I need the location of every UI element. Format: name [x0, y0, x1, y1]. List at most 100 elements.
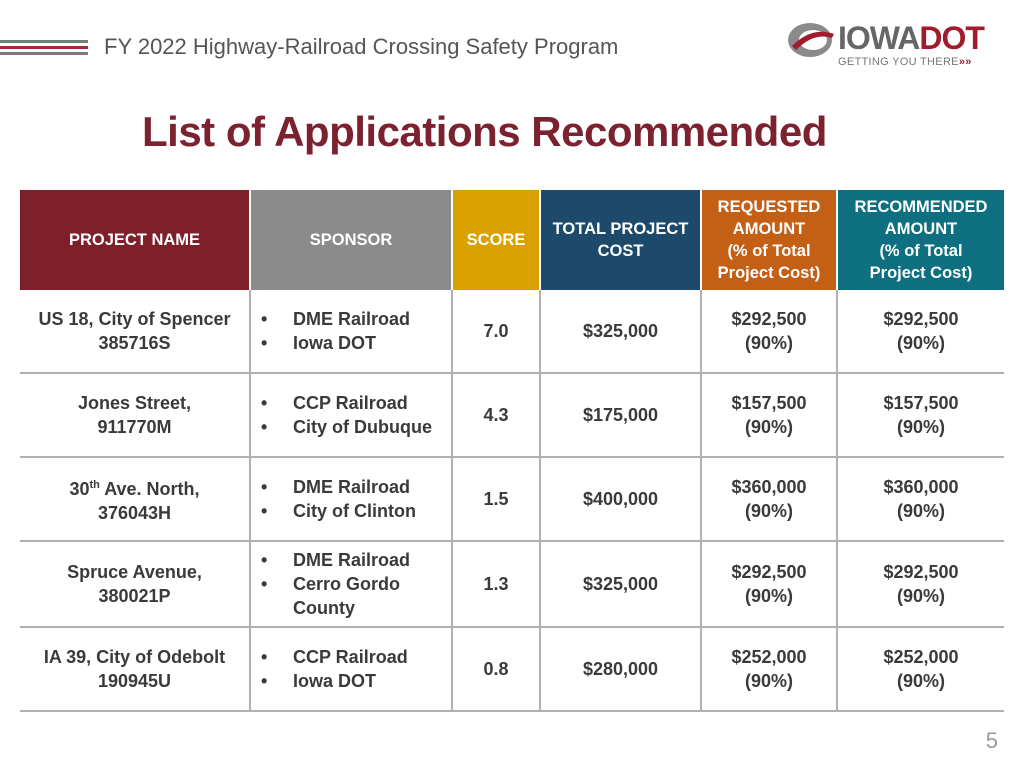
- table-row: IA 39, City of Odebolt 190945U CCP Railr…: [20, 628, 1004, 712]
- applications-table: PROJECT NAME SPONSOR SCORE TOTAL PROJECT…: [20, 190, 1004, 712]
- sponsor-cell: DME Railroad Cerro Gordo County: [251, 542, 453, 628]
- sponsor-cell: DME Railroad Iowa DOT: [251, 290, 453, 374]
- table-row: Spruce Avenue, 380021P DME Railroad Cerr…: [20, 542, 1004, 628]
- table-row: US 18, City of Spencer 385716S DME Railr…: [20, 290, 1004, 374]
- project-name: US 18, City of Spencer: [38, 309, 231, 329]
- logo-tagline: GETTING YOU THERE»»: [838, 56, 972, 68]
- logo-word-dot: DOT: [919, 20, 985, 56]
- header-requested-line3: (% of Total: [727, 242, 811, 260]
- sponsor-item: CCP Railroad: [261, 391, 445, 415]
- table-row: Jones Street, 911770M CCP Railroad City …: [20, 374, 1004, 458]
- header-line-red: [0, 46, 88, 49]
- total-cost-cell: $175,000: [541, 374, 702, 458]
- project-name-cell: Spruce Avenue, 380021P: [20, 542, 251, 628]
- sponsor-list: DME Railroad Iowa DOT: [261, 307, 445, 355]
- sponsor-list: CCP Railroad Iowa DOT: [261, 645, 445, 693]
- recommended-cell: $157,500 (90%): [838, 374, 1004, 458]
- logo-word-iowa: IOWA: [838, 20, 920, 56]
- project-name: IA 39, City of Odebolt: [43, 647, 226, 667]
- recommended-cell: $292,500 (90%): [838, 290, 1004, 374]
- header-project-name: PROJECT NAME: [20, 190, 251, 290]
- total-cost-cell: $325,000: [541, 542, 702, 628]
- project-id: 380021P: [98, 586, 171, 606]
- header-requested-line1: REQUESTED: [717, 198, 821, 216]
- total-cost-cell: $280,000: [541, 628, 702, 712]
- recommended-percent: (90%): [896, 501, 945, 521]
- project-name-cell: US 18, City of Spencer 385716S: [20, 290, 251, 374]
- project-name-cell: IA 39, City of Odebolt 190945U: [20, 628, 251, 712]
- project-name-cell: Jones Street, 911770M: [20, 374, 251, 458]
- recommended-cell: $252,000 (90%): [838, 628, 1004, 712]
- header-recommended-line3: (% of Total: [879, 242, 963, 260]
- recommended-amount: $292,500: [883, 309, 959, 329]
- logo-arrows-icon: »»: [958, 56, 972, 68]
- header-title: FY 2022 Highway-Railroad Crossing Safety…: [104, 34, 619, 59]
- score-cell: 0.8: [453, 628, 541, 712]
- project-name-ordinal: th: [89, 479, 100, 491]
- project-id: 385716S: [98, 333, 171, 353]
- header-recommended-line1: RECOMMENDED: [854, 198, 988, 216]
- project-name: Spruce Avenue,: [67, 562, 202, 582]
- header-requested-line4: Project Cost): [717, 264, 821, 282]
- table-header-row: PROJECT NAME SPONSOR SCORE TOTAL PROJECT…: [20, 190, 1004, 290]
- recommended-amount: $157,500: [883, 393, 959, 413]
- sponsor-item: City of Clinton: [261, 499, 445, 523]
- recommended-percent: (90%): [896, 586, 945, 606]
- sponsor-list: DME Railroad Cerro Gordo County: [261, 548, 445, 620]
- header-sponsor: SPONSOR: [251, 190, 453, 290]
- header-recommended-line2: AMOUNT: [884, 220, 958, 238]
- score-cell: 1.3: [453, 542, 541, 628]
- total-cost-cell: $325,000: [541, 290, 702, 374]
- requested-percent: (90%): [744, 501, 793, 521]
- score-cell: 1.5: [453, 458, 541, 542]
- total-cost-cell: $400,000: [541, 458, 702, 542]
- requested-amount: $360,000: [731, 477, 807, 497]
- header-line-gray: [0, 40, 88, 43]
- requested-amount: $157,500: [731, 393, 807, 413]
- requested-amount: $292,500: [731, 562, 807, 582]
- project-name-cell: 30th Ave. North, 376043H: [20, 458, 251, 542]
- sponsor-item: Cerro Gordo County: [261, 572, 445, 620]
- project-name: 30th Ave. North,: [26, 473, 243, 501]
- requested-percent: (90%): [744, 671, 793, 691]
- requested-cell: $292,500 (90%): [702, 290, 838, 374]
- recommended-cell: $292,500 (90%): [838, 542, 1004, 628]
- header-line-gray-2: [0, 52, 88, 55]
- header-requested-amount: REQUESTED AMOUNT (% of Total Project Cos…: [702, 190, 838, 290]
- sponsor-item: Iowa DOT: [261, 331, 445, 355]
- logo-wordmark: IOWADOT: [838, 18, 985, 58]
- table-row: 30th Ave. North, 376043H DME Railroad Ci…: [20, 458, 1004, 542]
- header-decorative-lines: [0, 40, 88, 58]
- score-cell: 4.3: [453, 374, 541, 458]
- requested-cell: $360,000 (90%): [702, 458, 838, 542]
- page-number: 5: [985, 728, 998, 753]
- project-name-number: 30: [69, 479, 90, 499]
- requested-amount: $252,000: [731, 647, 807, 667]
- requested-amount: $292,500: [731, 309, 807, 329]
- recommended-amount: $292,500: [883, 562, 959, 582]
- logo-tagline-text: GETTING YOU THERE: [838, 56, 959, 68]
- header-score: SCORE: [453, 190, 541, 290]
- requested-cell: $292,500 (90%): [702, 542, 838, 628]
- recommended-amount: $360,000: [883, 477, 959, 497]
- header-requested-line2: AMOUNT: [732, 220, 806, 238]
- sponsor-cell: DME Railroad City of Clinton: [251, 458, 453, 542]
- sponsor-item: DME Railroad: [261, 548, 445, 572]
- recommended-percent: (90%): [896, 671, 945, 691]
- project-name-rest: Ave. North,: [99, 479, 200, 499]
- sponsor-list: DME Railroad City of Clinton: [261, 475, 445, 523]
- header-total-cost: TOTAL PROJECT COST: [541, 190, 702, 290]
- sponsor-item: DME Railroad: [261, 307, 445, 331]
- iowa-dot-logo: IOWADOT GETTING YOU THERE»»: [786, 18, 1006, 74]
- recommended-percent: (90%): [896, 333, 945, 353]
- sponsor-cell: CCP Railroad Iowa DOT: [251, 628, 453, 712]
- header-recommended-amount: RECOMMENDED AMOUNT (% of Total Project C…: [838, 190, 1004, 290]
- sponsor-list: CCP Railroad City of Dubuque: [261, 391, 445, 439]
- requested-percent: (90%): [744, 417, 793, 437]
- project-name: Jones Street,: [77, 393, 192, 413]
- score-cell: 7.0: [453, 290, 541, 374]
- requested-cell: $252,000 (90%): [702, 628, 838, 712]
- sponsor-item: Iowa DOT: [261, 669, 445, 693]
- project-id: 911770M: [97, 417, 172, 437]
- header-recommended-line4: Project Cost): [869, 264, 973, 282]
